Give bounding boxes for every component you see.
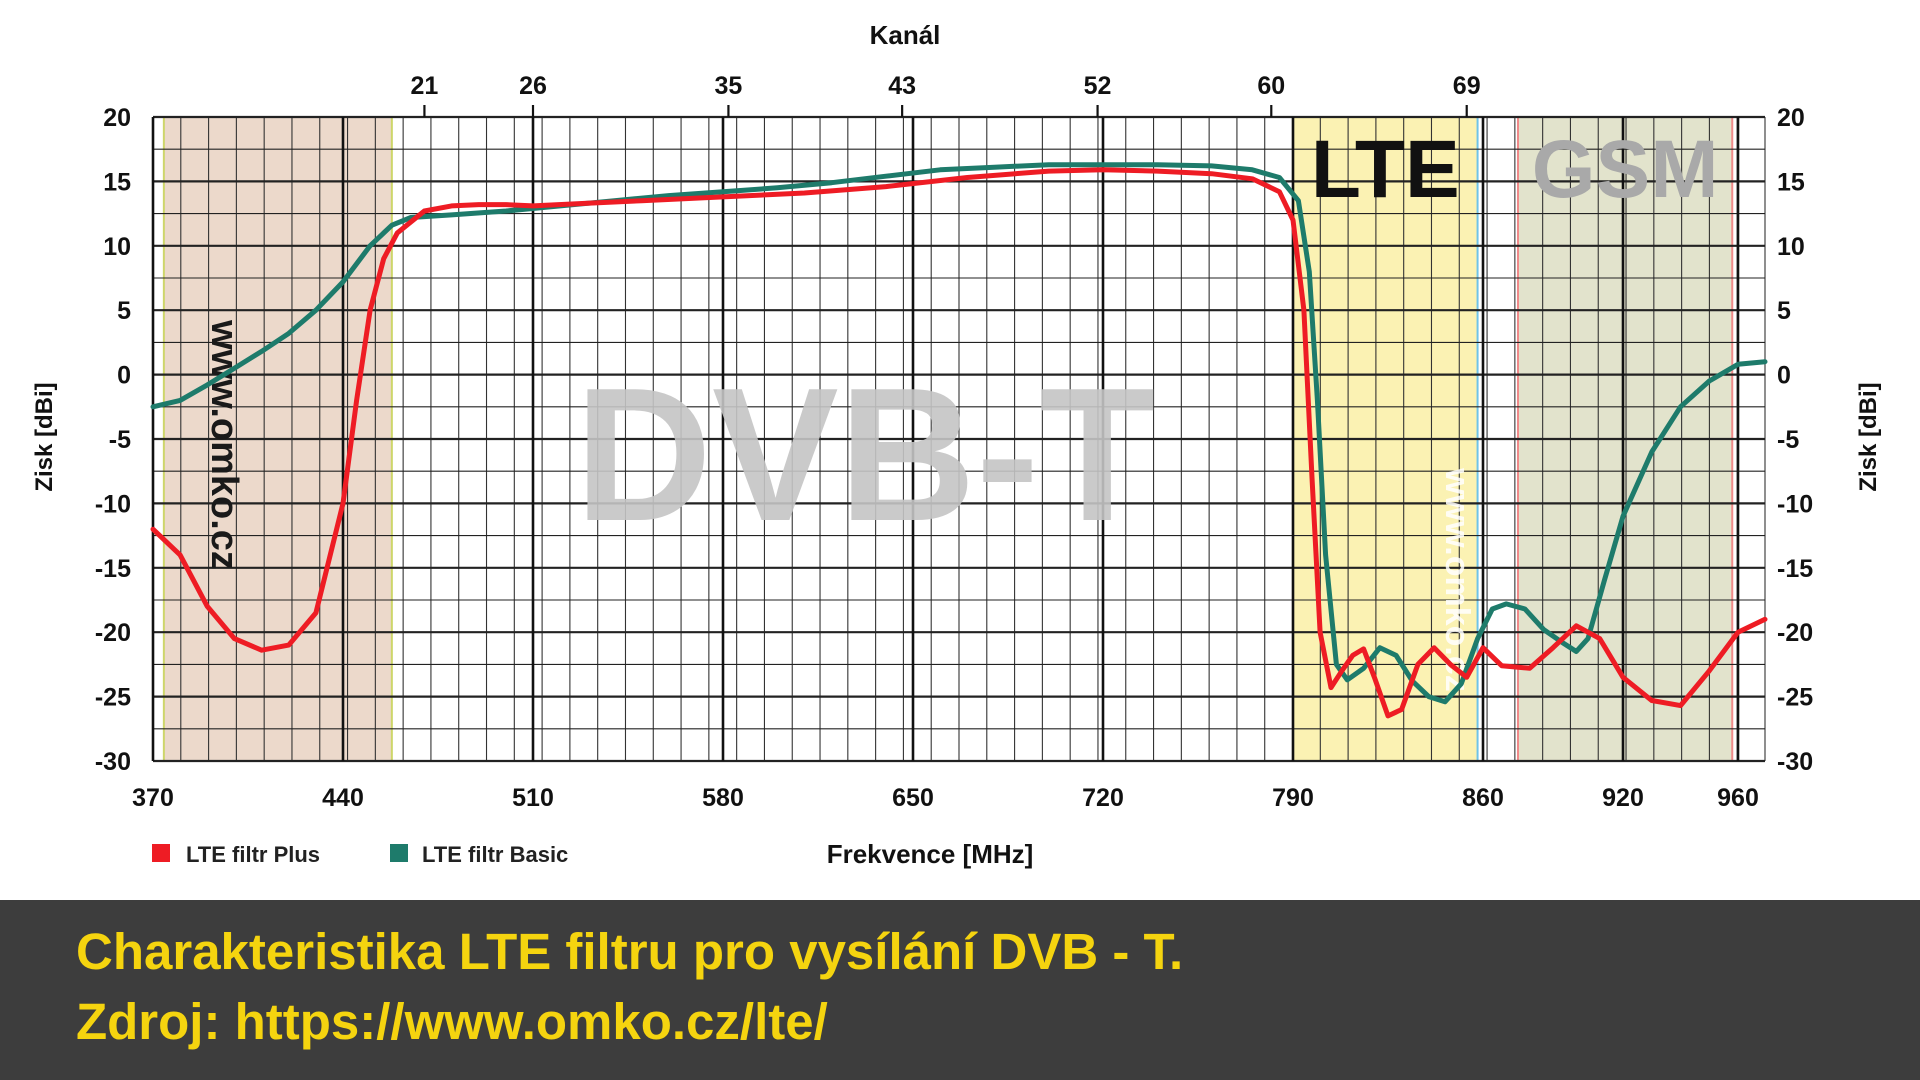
y-tick-label-right: 10 — [1777, 233, 1805, 261]
caption-source: Zdroj: https://www.omko.cz/lte/ — [76, 993, 828, 1050]
y-tick-label-right: -5 — [1777, 426, 1799, 454]
y-axis-title-right: Zisk [dBi] — [1855, 382, 1882, 491]
y-tick-label-left: -10 — [95, 490, 131, 518]
channel-tick-label: 60 — [1257, 72, 1285, 100]
y-tick-label-right: 15 — [1777, 168, 1805, 196]
channel-tick-label: 43 — [888, 72, 916, 100]
x-axis-title: Frekvence [MHz] — [827, 839, 1034, 869]
y-tick-label-left: -30 — [95, 748, 131, 776]
dvb-t-watermark: DVB-T — [575, 349, 1155, 561]
series-line-lte-filtr-plus — [150, 167, 1768, 719]
chart-legend: LTE filtr Plus LTE filtr Basic — [152, 842, 568, 867]
y-tick-label-left: 20 — [103, 104, 131, 132]
data-series — [150, 162, 1768, 719]
y-tick-label-right: 20 — [1777, 104, 1805, 132]
band-label-gsm: GSM — [1532, 124, 1719, 215]
y-tick-label-right: -10 — [1777, 490, 1813, 518]
legend-label-lte-filtr-plus: LTE filtr Plus — [186, 842, 320, 867]
legend-label-lte-filtr-basic: LTE filtr Basic — [422, 842, 568, 867]
y-tick-label-left: -25 — [95, 684, 131, 712]
x-tick-label: 650 — [892, 784, 934, 812]
x-tick-label: 920 — [1602, 784, 1644, 812]
caption-title: Charakteristika LTE filtru pro vysílání … — [76, 923, 1184, 980]
y-tick-label-left: 0 — [117, 362, 131, 390]
channel-tick-label: 21 — [411, 72, 439, 100]
band-label-lte: LTE — [1311, 124, 1460, 215]
y-axis-title-left: Zisk [dBi] — [31, 382, 58, 491]
channel-tick-label: 52 — [1084, 72, 1112, 100]
legend-swatch-lte-filtr-plus — [152, 844, 170, 862]
legend-swatch-lte-filtr-basic — [390, 844, 408, 862]
x-tick-label: 510 — [512, 784, 554, 812]
x-tick-label: 960 — [1717, 784, 1759, 812]
y-tick-label-left: 15 — [103, 168, 131, 196]
channel-tick-label: 69 — [1453, 72, 1481, 100]
channel-axis-title: Kanál — [870, 20, 941, 50]
y-tick-label-right: -30 — [1777, 748, 1813, 776]
x-tick-label: 440 — [322, 784, 364, 812]
y-tick-label-left: 10 — [103, 233, 131, 261]
y-tick-label-right: 0 — [1777, 362, 1791, 390]
y-tick-label-right: 5 — [1777, 297, 1791, 325]
y-tick-label-left: -15 — [95, 555, 131, 583]
caption-bar: Charakteristika LTE filtru pro vysílání … — [0, 900, 1920, 1080]
y-tick-label-right: -20 — [1777, 619, 1813, 647]
channel-tick-label: 35 — [715, 72, 743, 100]
y-tick-label-left: -5 — [109, 426, 131, 454]
y-tick-label-left: 5 — [117, 297, 131, 325]
chart-area: LTE GSM DVB-T www.omko.cz www.omko.cz 370 44… — [31, 20, 1882, 869]
y-tick-label-left: -20 — [95, 619, 131, 647]
x-tick-label: 370 — [132, 784, 174, 812]
chart-grid: LTE GSM — [151, 105, 1766, 763]
y-tick-label-right: -15 — [1777, 555, 1813, 583]
x-tick-label: 790 — [1272, 784, 1314, 812]
x-tick-label: 860 — [1462, 784, 1504, 812]
channel-tick-label: 26 — [519, 72, 547, 100]
x-tick-label: 720 — [1082, 784, 1124, 812]
y-tick-label-right: -25 — [1777, 684, 1813, 712]
x-tick-label: 580 — [702, 784, 744, 812]
omko-watermark-left: www.omko.cz — [203, 319, 245, 570]
